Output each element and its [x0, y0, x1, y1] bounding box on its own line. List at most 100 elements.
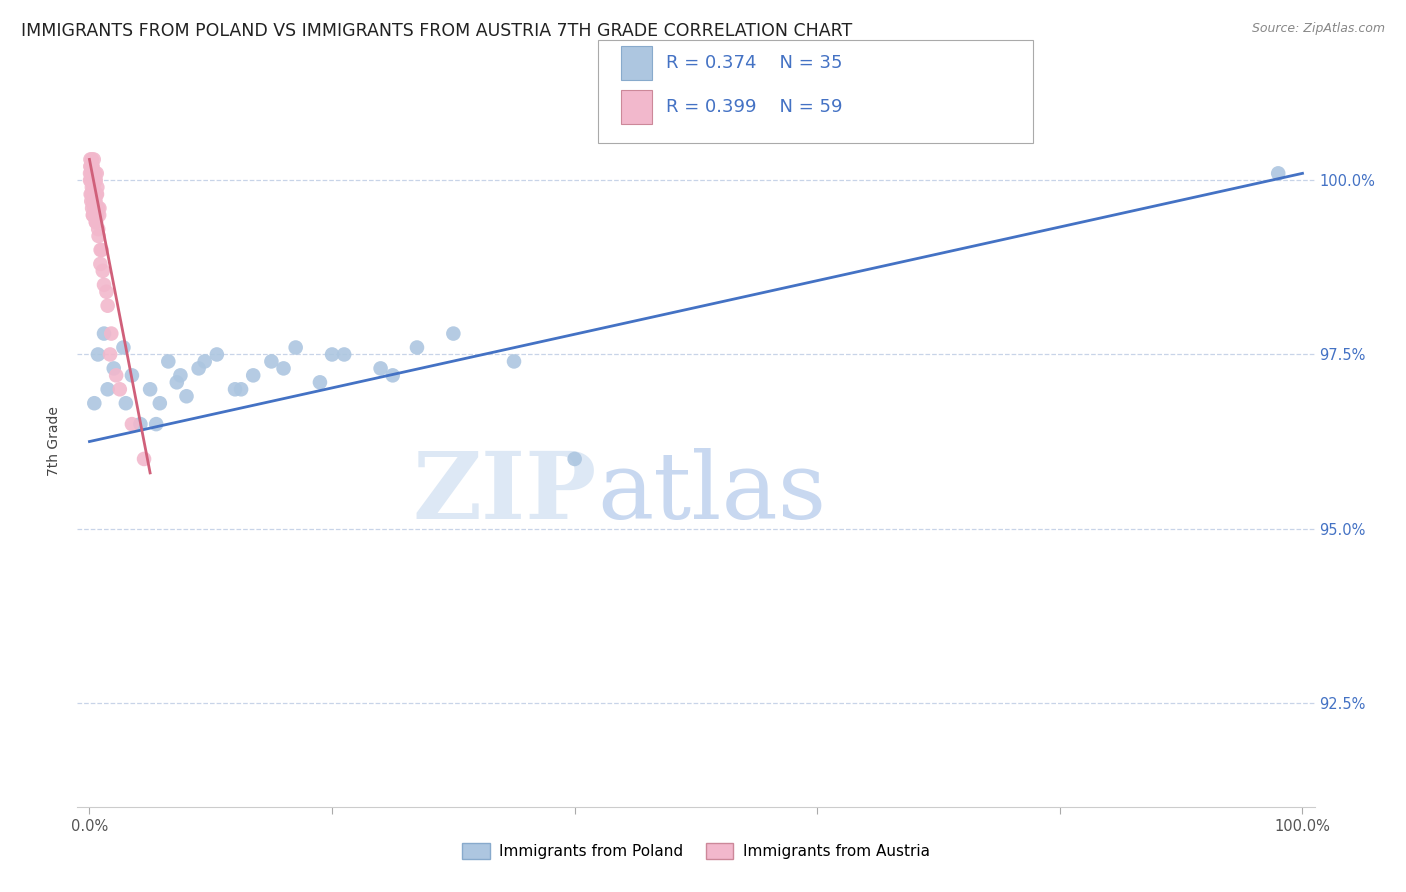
Point — [93, 277, 115, 292]
Text: R = 0.399    N = 59: R = 0.399 N = 59 — [666, 98, 844, 116]
Point — [89, 201, 111, 215]
Point — [90, 243, 112, 257]
Point — [97, 382, 120, 396]
Point — [82, 201, 104, 215]
Point — [96, 285, 118, 299]
Point — [441, 326, 464, 341]
Point — [105, 368, 128, 383]
Text: atlas: atlas — [598, 448, 827, 538]
Point — [370, 361, 392, 376]
Point — [82, 173, 104, 187]
Point — [309, 376, 332, 390]
Point — [83, 396, 105, 410]
Point — [86, 208, 108, 222]
Point — [82, 160, 104, 174]
Point — [84, 215, 107, 229]
Point — [79, 160, 101, 174]
Point — [157, 354, 180, 368]
Point — [1267, 166, 1289, 180]
Point — [89, 208, 111, 222]
Point — [224, 382, 246, 396]
Point — [80, 153, 103, 167]
Point — [79, 160, 101, 174]
Point — [84, 215, 107, 229]
Point — [79, 173, 101, 187]
Point — [229, 382, 252, 396]
Y-axis label: 7th Grade: 7th Grade — [48, 407, 62, 476]
Point — [84, 173, 107, 187]
Text: IMMIGRANTS FROM POLAND VS IMMIGRANTS FROM AUSTRIA 7TH GRADE CORRELATION CHART: IMMIGRANTS FROM POLAND VS IMMIGRANTS FRO… — [21, 22, 852, 40]
Point — [82, 194, 104, 209]
Point — [176, 389, 198, 403]
Point — [83, 194, 105, 209]
Point — [139, 382, 162, 396]
Point — [284, 341, 307, 355]
Text: R = 0.374    N = 35: R = 0.374 N = 35 — [666, 54, 844, 72]
Point — [80, 180, 103, 194]
Point — [103, 361, 125, 376]
Point — [121, 417, 143, 431]
Legend: Immigrants from Poland, Immigrants from Austria: Immigrants from Poland, Immigrants from … — [456, 837, 936, 865]
Point — [98, 347, 121, 361]
Point — [79, 153, 101, 167]
Point — [82, 208, 104, 222]
Point — [108, 382, 131, 396]
Point — [129, 417, 152, 431]
Point — [406, 341, 429, 355]
Point — [80, 187, 103, 202]
Point — [91, 264, 114, 278]
Point — [87, 229, 110, 244]
Point — [79, 166, 101, 180]
Point — [82, 208, 104, 222]
Point — [83, 201, 105, 215]
Point — [132, 452, 155, 467]
Point — [89, 257, 111, 271]
Point — [82, 173, 104, 187]
Point — [83, 187, 105, 202]
Point — [87, 347, 110, 361]
Point — [333, 347, 356, 361]
Point — [145, 417, 167, 431]
Point — [97, 299, 120, 313]
Point — [82, 166, 104, 180]
Point — [83, 187, 105, 202]
Point — [260, 354, 283, 368]
Point — [273, 361, 295, 376]
Point — [87, 201, 110, 215]
Point — [82, 160, 104, 174]
Point — [83, 153, 105, 167]
Point — [82, 180, 104, 194]
Point — [321, 347, 343, 361]
Point — [121, 368, 143, 383]
Point — [194, 354, 217, 368]
Point — [503, 354, 526, 368]
Point — [564, 452, 586, 467]
Point — [87, 222, 110, 236]
Point — [86, 187, 108, 202]
Point — [90, 243, 112, 257]
Point — [205, 347, 228, 361]
Point — [381, 368, 404, 383]
Point — [112, 341, 135, 355]
Point — [169, 368, 191, 383]
Point — [86, 187, 108, 202]
Point — [84, 208, 107, 222]
Point — [80, 166, 103, 180]
Point — [80, 160, 103, 174]
Point — [93, 326, 115, 341]
Point — [242, 368, 264, 383]
Point — [80, 194, 103, 209]
Text: Source: ZipAtlas.com: Source: ZipAtlas.com — [1251, 22, 1385, 36]
Point — [83, 173, 105, 187]
Point — [86, 166, 108, 180]
Point — [79, 187, 101, 202]
Point — [166, 376, 188, 390]
Point — [115, 396, 138, 410]
Point — [149, 396, 172, 410]
Point — [84, 166, 107, 180]
Point — [187, 361, 209, 376]
Point — [84, 194, 107, 209]
Point — [100, 326, 122, 341]
Text: ZIP: ZIP — [413, 448, 598, 538]
Point — [80, 173, 103, 187]
